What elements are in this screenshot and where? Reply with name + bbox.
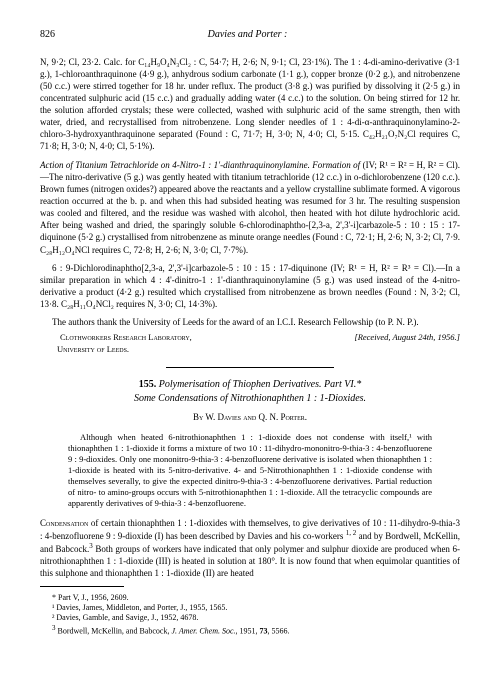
acknowledgment: The authors thank the University of Leed… xyxy=(40,316,460,328)
paragraph-3: 6 : 9-Dichlorodinaphtho[2,3-a, 2',3'-i]c… xyxy=(40,262,460,311)
footnote-divider xyxy=(40,586,124,587)
received-date: [Received, August 24th, 1956.] xyxy=(354,332,460,355)
footnotes: * Part V, J., 1956, 2609. ¹ Davies, Jame… xyxy=(40,593,460,637)
section-heading: Action of Titanium Tetrachloride on 4-Ni… xyxy=(40,160,360,170)
paragraph-2-body: (IV; R¹ = R² = H, R² = Cl).—The nitro-de… xyxy=(40,160,460,255)
footnote-1: ¹ Davies, James, Middleton, and Porter, … xyxy=(40,603,460,613)
abstract: Although when heated 6-nitrothionaphthen… xyxy=(68,432,432,509)
article-title: 155. Polymerisation of Thiophen Derivati… xyxy=(40,378,460,405)
article-number: 155. xyxy=(139,379,157,390)
main-text: of certain thionaphthen 1 : 1-dioxides w… xyxy=(40,518,460,579)
paragraph-1: N, 9·2; Cl, 23·2. Calc. for C₁₄H₉O₄N₃Cl₂… xyxy=(40,56,460,153)
footnote-3: 3 Bordwell, McKellin, and Babcock, J. Am… xyxy=(40,624,460,637)
page-header: 826 Davies and Porter : xyxy=(40,28,460,42)
affiliation-block: Clothworkers Research Laboratory, Univer… xyxy=(40,332,460,355)
page-number: 826 xyxy=(40,28,55,42)
byline: By W. Davies and Q. N. Porter. xyxy=(40,411,460,423)
title-line-1: Polymerisation of Thiophen Derivatives. … xyxy=(159,379,361,390)
header-authors: Davies and Porter : xyxy=(208,28,288,42)
paragraph-2: Action of Titanium Tetrachloride on 4-Ni… xyxy=(40,159,460,256)
affiliation: Clothworkers Research Laboratory, Univer… xyxy=(40,332,192,355)
footnote-star: * Part V, J., 1956, 2609. xyxy=(40,593,460,603)
title-line-2: Some Condensations of Nitrothionaphthen … xyxy=(40,392,460,406)
footnote-2: ² Davies, Gamble, and Savige, J., 1952, … xyxy=(40,613,460,623)
main-paragraph: Condensation of certain thionaphthen 1 :… xyxy=(40,517,460,580)
section-divider xyxy=(166,367,334,368)
